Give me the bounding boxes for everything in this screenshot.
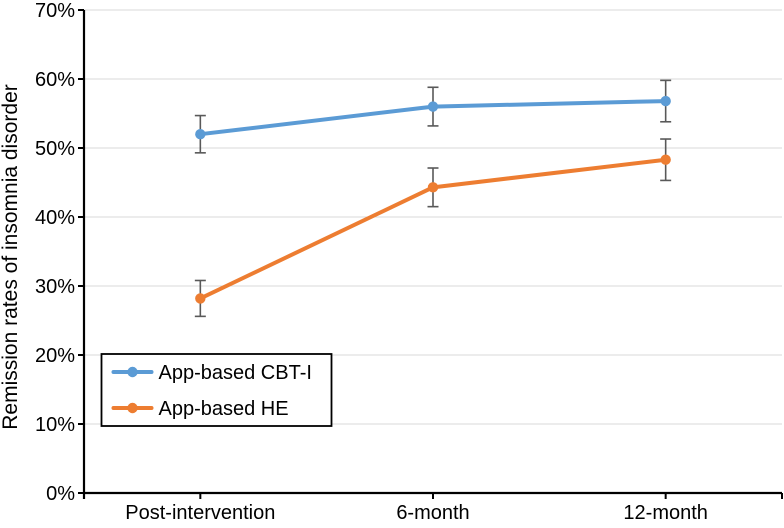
legend-swatch-marker-app-based-he bbox=[127, 402, 138, 414]
y-tick-label: 70% bbox=[35, 0, 75, 22]
axes-group bbox=[78, 9, 783, 499]
tick-labels-group: 0% 10% 20% 30% 40% 50% 60% 70% Post-intervention… bbox=[35, 0, 708, 524]
y-tick-label: 20% bbox=[35, 345, 75, 367]
data-point-marker-app-based-cbt-i bbox=[195, 129, 206, 140]
legend-group: App-based CBT-I App-based HE bbox=[100, 353, 333, 427]
y-tick-label: 60% bbox=[35, 69, 75, 91]
data-point-marker-app-based-cbt-i bbox=[660, 95, 671, 107]
y-tick-label: 40% bbox=[35, 207, 75, 229]
y-tick-label: 30% bbox=[35, 276, 75, 298]
legend-swatch-marker-app-based-cbt-i bbox=[127, 366, 138, 378]
data-point-marker-app-based-cbt-i bbox=[427, 101, 439, 112]
x-axis-category-label: Post-intervention bbox=[125, 502, 275, 524]
data-point-marker-app-based-he bbox=[195, 293, 206, 304]
y-tick-label: 50% bbox=[35, 138, 75, 160]
data-point-marker-app-based-he bbox=[660, 154, 671, 165]
legend-label-app-based-he: App-based HE bbox=[159, 398, 289, 420]
legend-box bbox=[100, 353, 333, 427]
y-tick-label: 10% bbox=[35, 414, 75, 436]
data-point-marker-app-based-he bbox=[427, 182, 439, 193]
y-tick-label: 0% bbox=[46, 483, 75, 505]
y-axis-title: Remission rates of insomnia disorder bbox=[0, 84, 22, 429]
legend-label-app-based-cbt-i: App-based CBT-I bbox=[159, 362, 312, 384]
series-group bbox=[194, 79, 672, 318]
x-axis-category-label: 12-month bbox=[623, 502, 708, 524]
x-axis-category-label: 6-month bbox=[396, 502, 469, 524]
